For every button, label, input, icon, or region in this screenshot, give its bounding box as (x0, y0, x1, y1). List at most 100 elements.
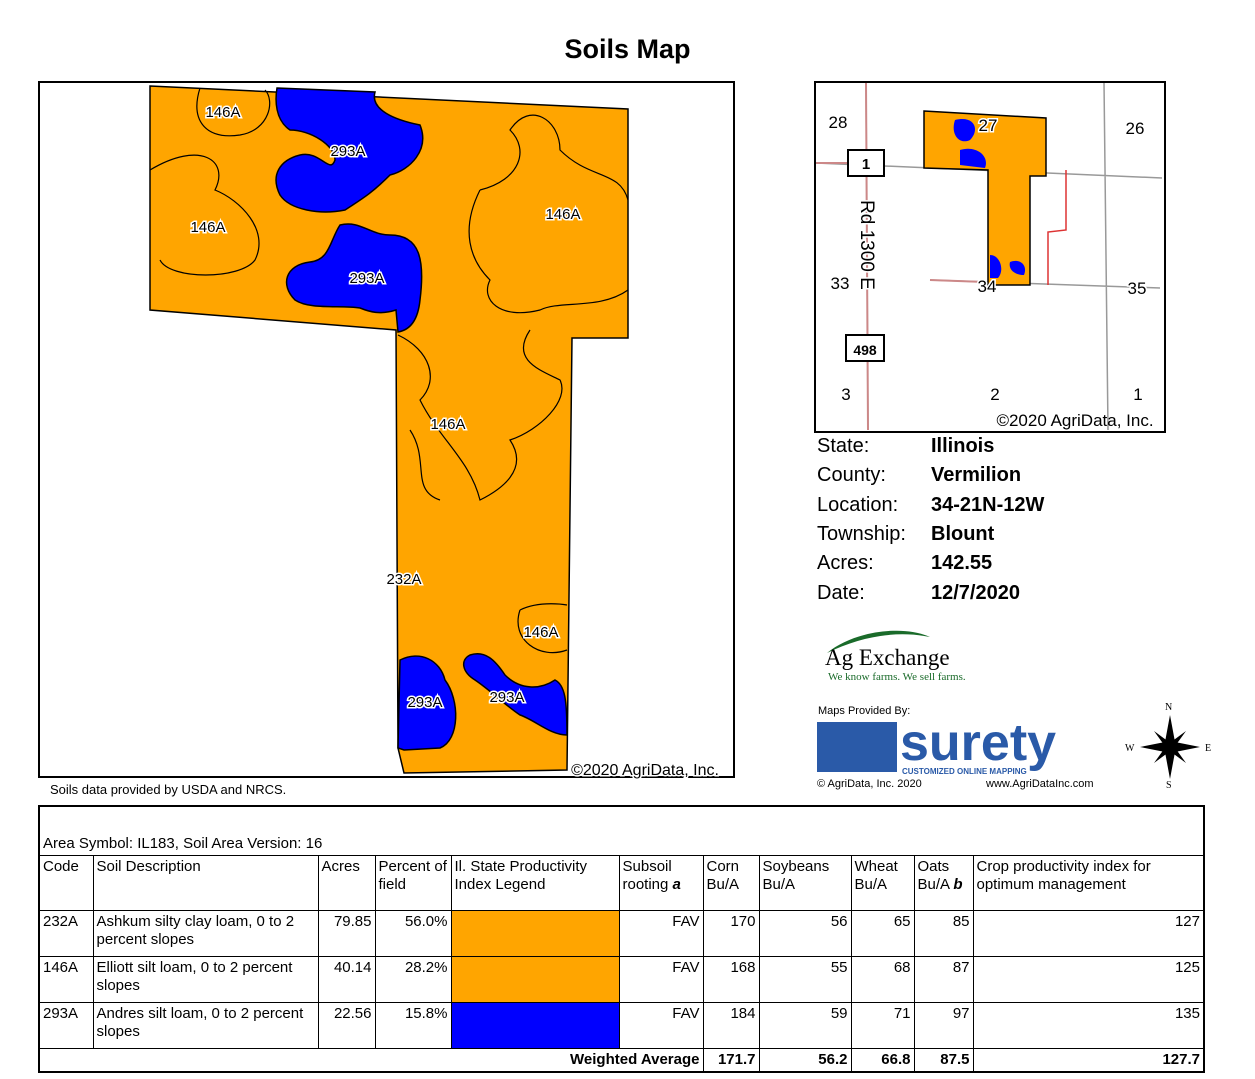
soil-293A-areas (275, 87, 568, 751)
header-cell: Oats Bu/A b (913, 855, 974, 911)
table-cell: 40.14 (317, 956, 376, 1003)
legend-swatch (450, 1002, 620, 1049)
table-cell: Ashkum silty clay loam, 0 to 2 percent s… (92, 910, 319, 957)
table-cell: 127 (972, 910, 1205, 957)
compass-west: W (1125, 743, 1135, 754)
highway-shield (845, 334, 885, 362)
info-value: Vermilion (931, 464, 1022, 486)
compass-north: N (1165, 702, 1173, 713)
table-row: 232A Ashkum silty clay loam, 0 to 2 perce… (38, 910, 1205, 957)
surety-logo: surety (900, 714, 1057, 772)
table-cell: 232A (38, 910, 94, 957)
soil-boundaries (149, 87, 629, 654)
section-label: 34 (978, 277, 997, 296)
table-cell: 71 (850, 1002, 915, 1049)
soils-map-drawing: 146A 293A 146A 146A 293A 146A 232A 146A … (149, 81, 1163, 781)
table-row: 146A Elliott silt loam, 0 to 2 percent sl… (38, 956, 1205, 1003)
table-cell: 56 (758, 910, 852, 957)
surety-globe-icon (817, 722, 897, 772)
info-value: Blount (931, 523, 995, 545)
table-cell: 135 (972, 1002, 1205, 1049)
table-cell: 168 (702, 956, 760, 1003)
table-row: 293A Andres silt loam, 0 to 2 percent slo… (38, 1002, 1205, 1049)
soils-table: Area Symbol: IL183, Soil Area Version: 1… (38, 805, 1205, 1073)
info-value: 34-21N-12W (931, 494, 1045, 516)
table-cell: 28.2% (374, 956, 452, 1003)
header-cell: Il. State Productivity Index Legend (450, 855, 620, 911)
table-cell: 55 (758, 956, 852, 1003)
agridata-copyright: © AgriData, Inc. 2020 (817, 778, 922, 790)
info-key: Location: (817, 494, 899, 516)
compass-south: S (1166, 780, 1172, 791)
weighted-average-label: Weighted Average (38, 1048, 704, 1073)
map-label: 146A (190, 219, 225, 236)
table-cell: 68 (850, 956, 915, 1003)
header-cell: Soybeans Bu/A (758, 855, 852, 911)
table-cell: 56.2 (758, 1048, 852, 1073)
header-cell: Wheat Bu/A (850, 855, 915, 911)
ag-exchange-swoosh-icon (827, 630, 930, 653)
map-label: 293A (349, 270, 384, 287)
table-cell: 146A (38, 956, 94, 1003)
table-cell: FAV (618, 956, 704, 1003)
map-label: 146A (430, 416, 465, 433)
info-value: 142.55 (931, 552, 993, 574)
weighted-average-row: Weighted Average 171.7 56.2 66.8 87.5 127.7 (38, 1048, 1205, 1073)
table-cell: 85 (913, 910, 974, 957)
table-cell: 22.56 (317, 1002, 376, 1049)
table-header: Code Soil Description Acres Percent of f… (38, 855, 1205, 911)
header-cell: Soil Description (92, 855, 319, 911)
table-cell: 79.85 (317, 910, 376, 957)
table-cell: 87.5 (913, 1048, 974, 1073)
info-key: County: (817, 464, 886, 486)
area-symbol: Area Symbol: IL183, Soil Area Version: 1… (38, 805, 1205, 856)
map-copyright: ©2020 AgriData, Inc. (571, 762, 719, 779)
source-note: Soils data provided by USDA and NRCS. (50, 782, 287, 797)
info-key: Township: (817, 523, 906, 545)
map-label: 293A (407, 694, 442, 711)
footnote-mark: b (953, 876, 963, 893)
table-cell: Elliott silt loam, 0 to 2 percent slopes (92, 956, 319, 1003)
table-cell: 66.8 (850, 1048, 915, 1073)
section-label: 35 (1128, 279, 1147, 298)
table-cell: 127.7 (972, 1048, 1205, 1073)
header-cell: Code (38, 855, 94, 911)
info-key: State: (817, 435, 870, 457)
section-label: 28 (829, 113, 848, 132)
map-label: 232A (386, 571, 421, 588)
highway-shield (847, 149, 885, 177)
table-cell: 125 (972, 956, 1205, 1003)
table-cell: 170 (702, 910, 760, 957)
maps-provided-by: Maps Provided By: (818, 705, 911, 717)
map-label: 146A (523, 624, 558, 641)
table-cell: 97 (913, 1002, 974, 1049)
info-key: Date: (817, 582, 865, 604)
table-cell: 293A (38, 1002, 94, 1049)
map-label: 146A (205, 104, 240, 121)
header-text: Oats Bu/A (917, 858, 950, 893)
section-label: 27 (979, 116, 998, 135)
table-cell: 59 (758, 1002, 852, 1049)
footnote-mark: a (672, 876, 681, 893)
compass-east: E (1205, 743, 1212, 754)
compass-icon (1140, 715, 1200, 779)
table-cell: 184 (702, 1002, 760, 1049)
parcel (149, 85, 629, 774)
table-cell: FAV (618, 910, 704, 957)
soils-map (38, 81, 735, 778)
inset-map (815, 81, 1163, 431)
highway-number: 1 (862, 156, 870, 173)
road-label: Rd 1300 E (856, 200, 877, 290)
ag-exchange-name: Ag Exchange (825, 645, 950, 670)
map-label: 293A (489, 689, 524, 706)
section-label: 1 (1133, 385, 1142, 404)
ag-exchange-logo: Ag Exchange We know farms. We sell farms… (815, 615, 995, 685)
table-cell: 56.0% (374, 910, 452, 957)
table-cell: Andres silt loam, 0 to 2 percent slopes (92, 1002, 319, 1049)
soil-232A-146A-area (149, 85, 629, 774)
inset-map-frame (814, 81, 1166, 433)
map-label: 146A (545, 206, 580, 223)
info-value: 12/7/2020 (931, 582, 1020, 604)
info-value: Illinois (931, 435, 995, 457)
legend-swatch (450, 910, 620, 957)
